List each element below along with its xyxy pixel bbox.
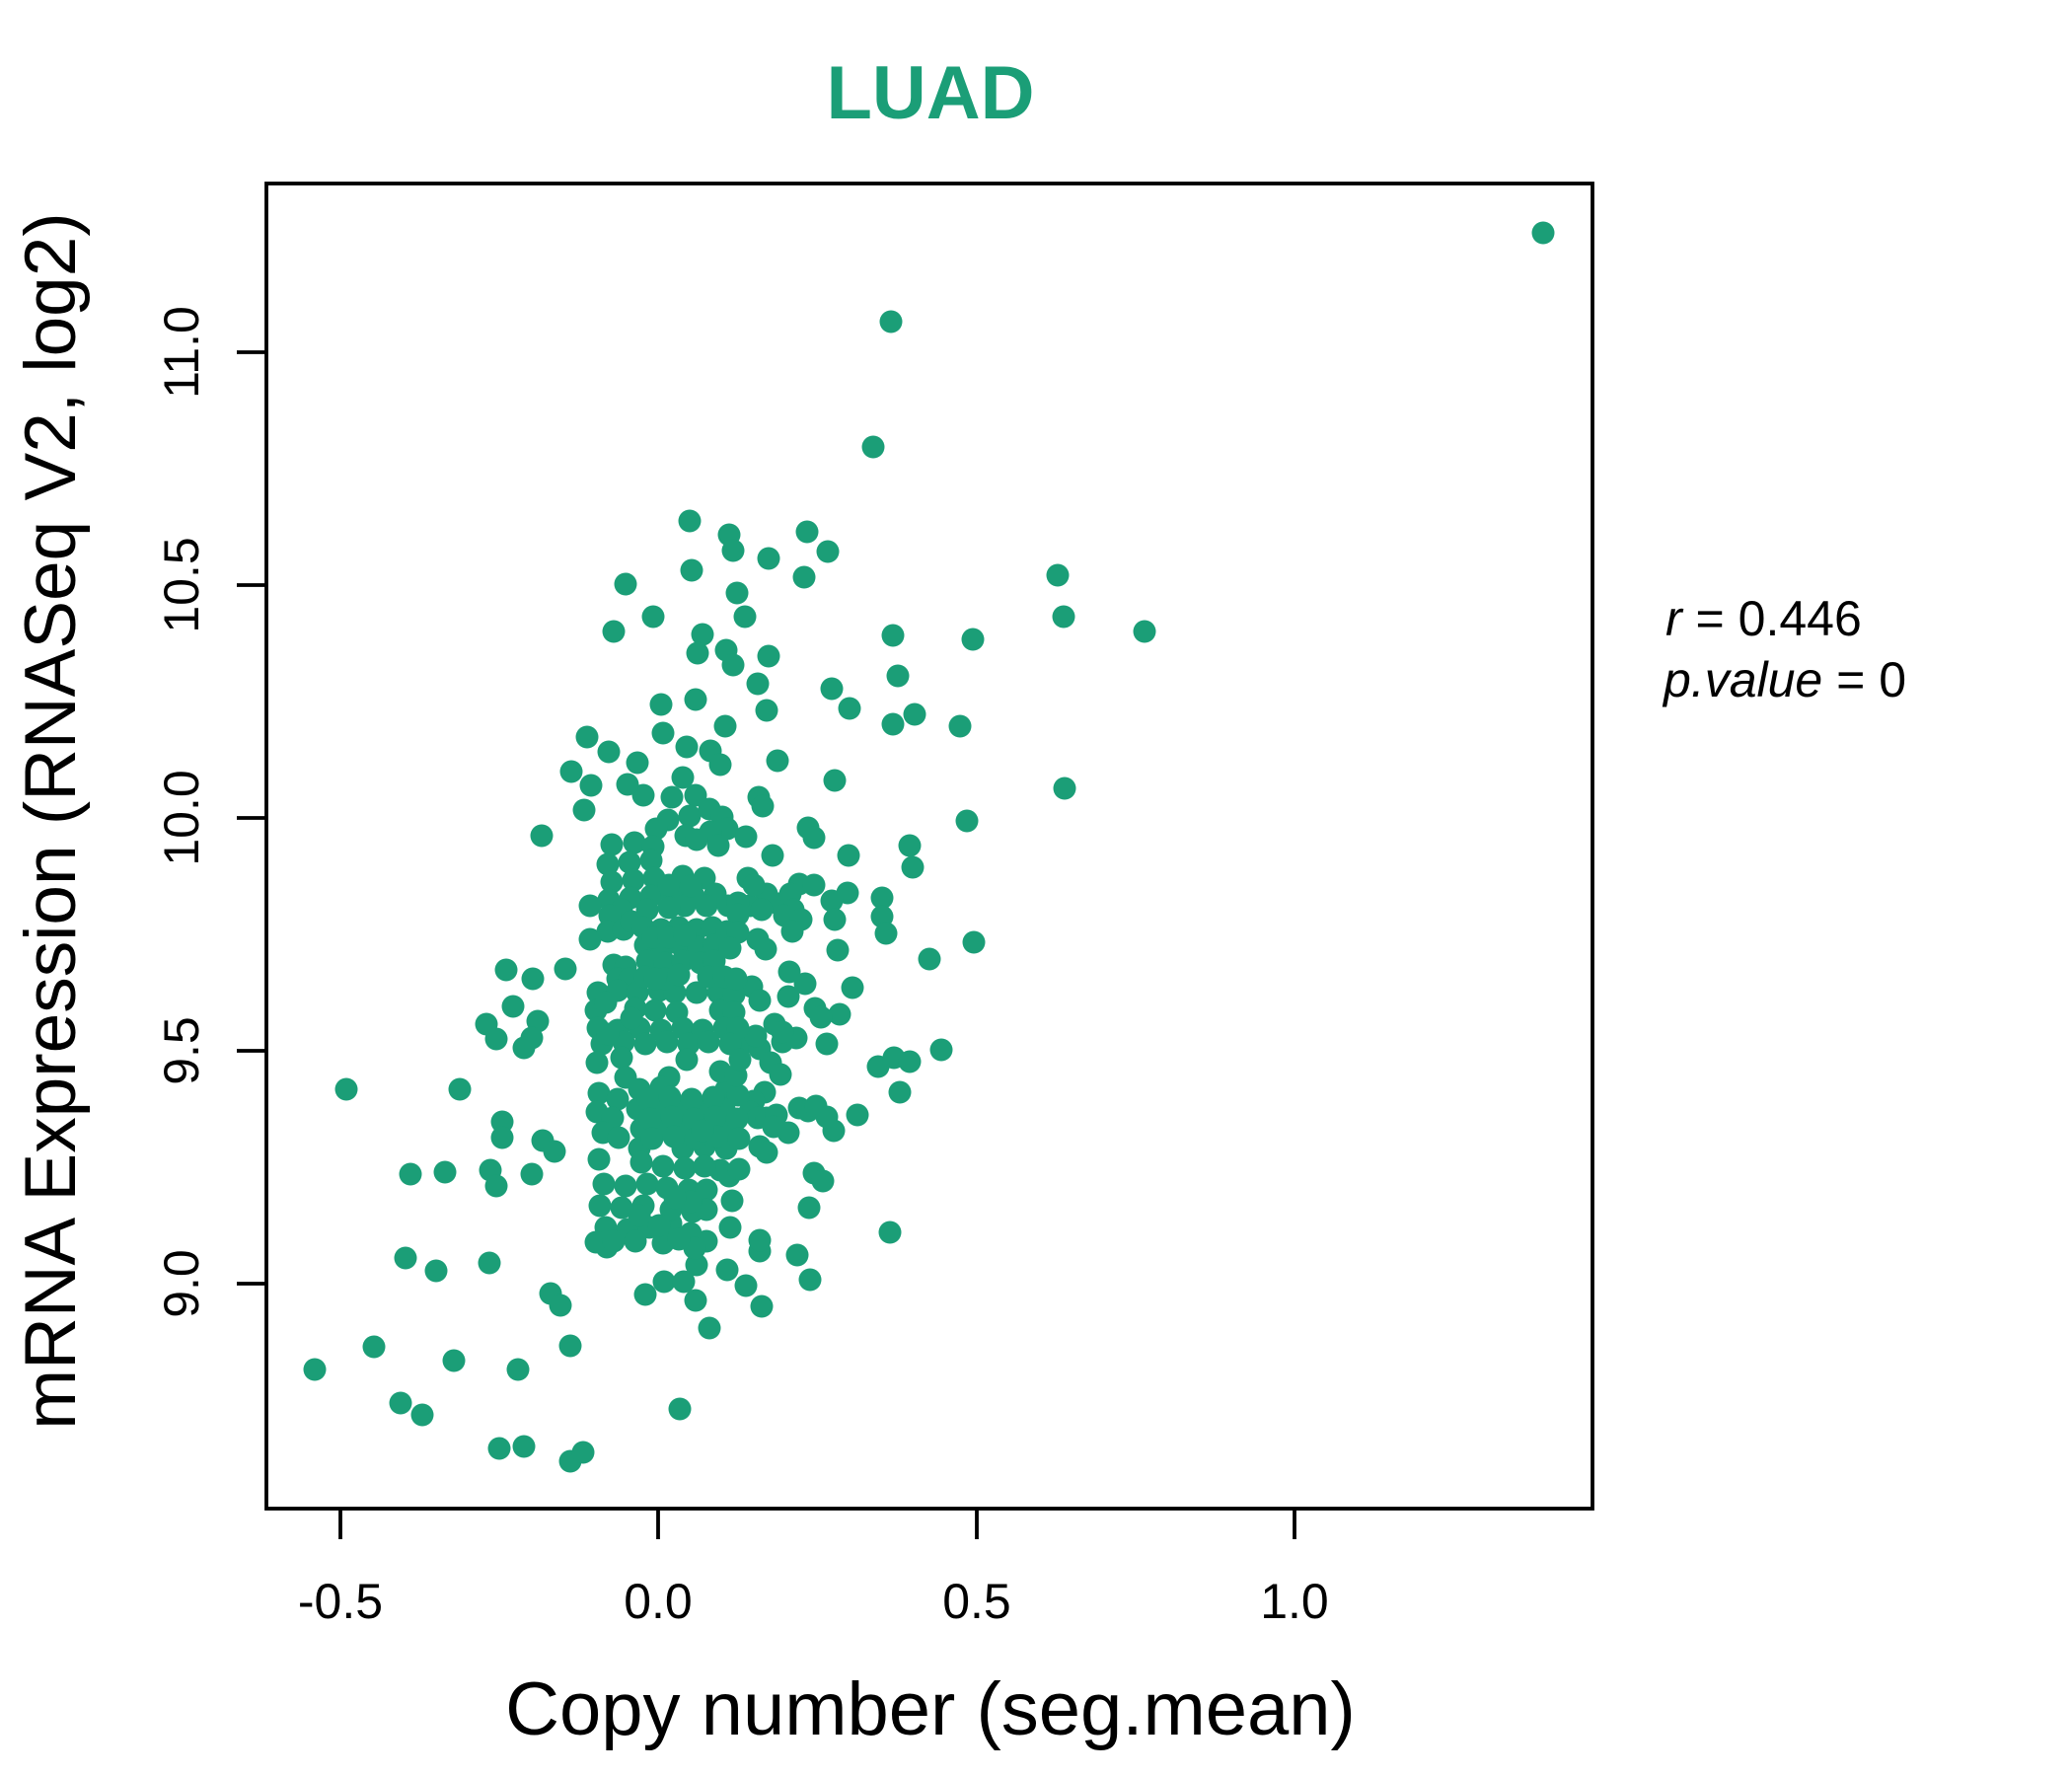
svg-text:10.5: 10.5 (154, 537, 209, 632)
svg-text:Copy number (seg.mean): Copy number (seg.mean) (505, 1667, 1356, 1751)
svg-text:0.5: 0.5 (942, 1574, 1011, 1629)
svg-text:p.value = 0: p.value = 0 (1662, 652, 1906, 707)
svg-text:1.0: 1.0 (1260, 1574, 1329, 1629)
svg-text:0.0: 0.0 (624, 1574, 693, 1629)
svg-text:9.5: 9.5 (154, 1016, 209, 1085)
svg-text:r = 0.446: r = 0.446 (1665, 591, 1862, 646)
svg-text:10.0: 10.0 (154, 770, 209, 865)
svg-text:9.0: 9.0 (154, 1249, 209, 1318)
svg-text:-0.5: -0.5 (298, 1574, 383, 1629)
svg-text:11.0: 11.0 (154, 306, 209, 399)
svg-text:LUAD: LUAD (826, 51, 1034, 135)
svg-text:mRNA Expression (RNASeq V2, lo: mRNA Expression (RNASeq V2, log2) (11, 212, 91, 1429)
